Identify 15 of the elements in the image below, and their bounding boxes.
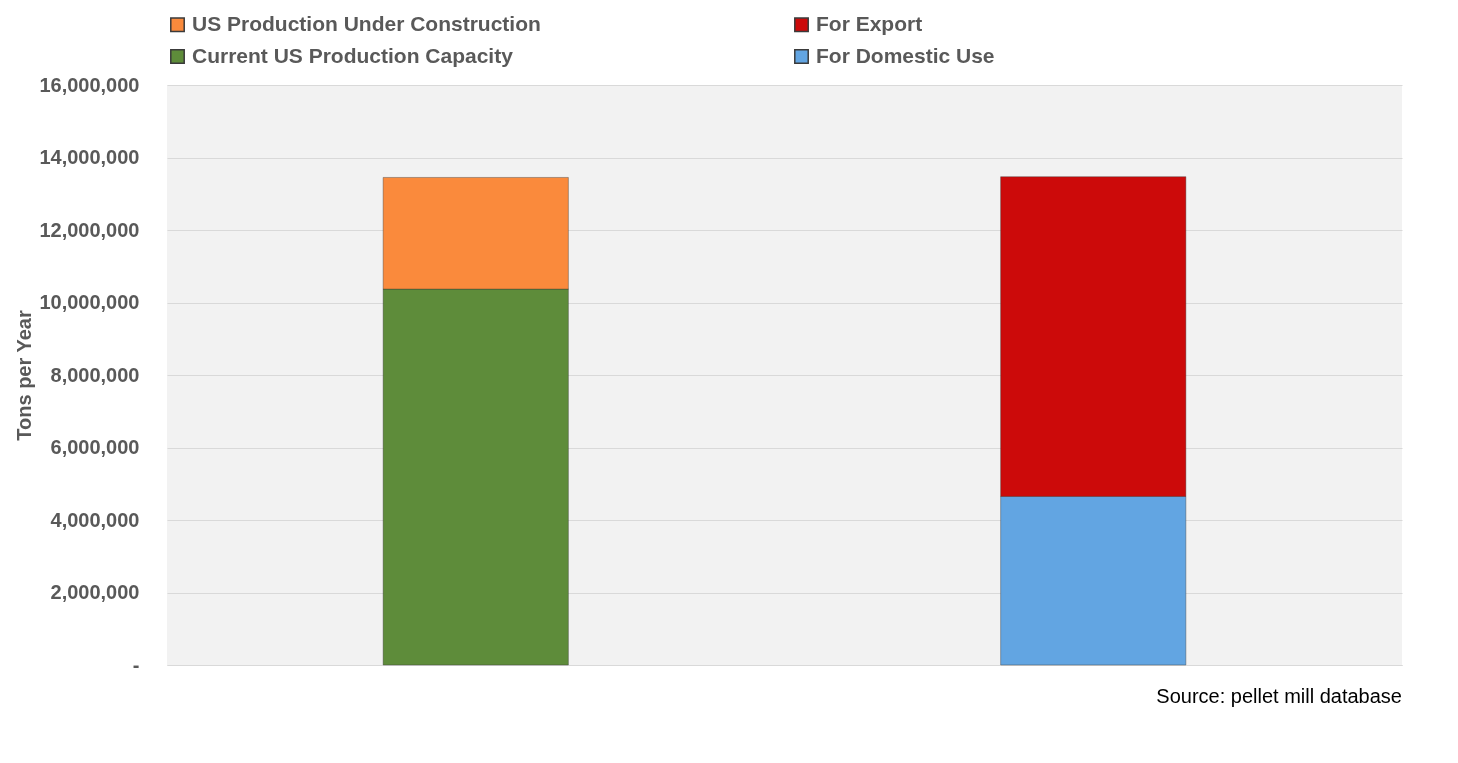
y-tick-label: 2,000,000 [50,581,140,603]
legend-label: US Production Under Construction [192,11,541,35]
legend-label: For Export [816,11,923,35]
source-note: Source: pellet mill database [1156,685,1402,707]
y-tick-label: 14,000,000 [39,146,140,168]
legend-label: Current US Production Capacity [192,43,514,67]
y-tick-label: 16,000,000 [39,73,140,96]
y-axis-title: Tons per Year [13,310,36,441]
y-tick-label: 6,000,000 [50,436,140,458]
y-tick-label: 8,000,000 [50,363,140,386]
y-tick-label: 12,000,000 [39,218,140,241]
legend-label: For Domestic Use [816,43,995,67]
y-tick-label: 10,000,000 [39,291,140,313]
y-tick-label: 4,000,000 [50,508,140,531]
y-tick-label: - [132,653,140,676]
